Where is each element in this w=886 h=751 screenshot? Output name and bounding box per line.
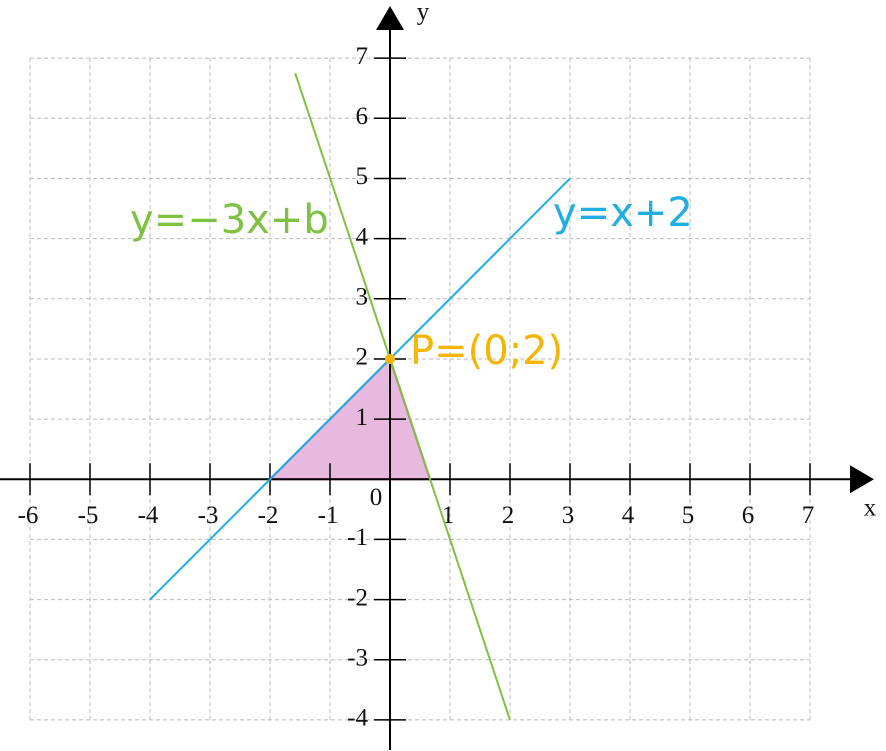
line bbox=[149, 177, 571, 601]
x-tick-label: 3 bbox=[562, 502, 575, 529]
line bbox=[294, 72, 511, 721]
y-tick-label: -4 bbox=[347, 705, 368, 732]
x-axis-label: x bbox=[864, 495, 877, 522]
y-tick-label: 5 bbox=[356, 163, 369, 190]
x-tick-label: -6 bbox=[18, 502, 39, 529]
x-tick-label: -1 bbox=[318, 502, 339, 529]
y-tick-label: 4 bbox=[356, 223, 369, 250]
y-axis-arrow bbox=[376, 6, 404, 30]
x-tick-label: -3 bbox=[198, 502, 219, 529]
y-tick-label: 1 bbox=[356, 404, 369, 431]
x-tick-label: 7 bbox=[802, 502, 815, 529]
x-tick-label: 5 bbox=[682, 502, 695, 529]
y-tick-label: 7 bbox=[356, 43, 369, 70]
line-label: y=x+2 bbox=[553, 190, 693, 236]
x-tick-label: 4 bbox=[622, 502, 635, 529]
point-label: P=(0;2) bbox=[410, 328, 563, 374]
x-tick-label: -2 bbox=[258, 502, 279, 529]
y-tick-label: 6 bbox=[356, 103, 369, 130]
shaded-triangle bbox=[267, 357, 432, 481]
x-tick-label: 1 bbox=[442, 502, 455, 529]
y-axis-label: y bbox=[417, 0, 430, 26]
line-label: y=−3x+b bbox=[130, 197, 329, 243]
x-tick-label: 6 bbox=[742, 502, 755, 529]
point bbox=[385, 353, 395, 364]
x-tick-label: 2 bbox=[502, 502, 515, 529]
x-tick-label: -4 bbox=[138, 502, 159, 529]
origin-label: 0 bbox=[370, 484, 383, 511]
y-tick-label: -1 bbox=[347, 524, 368, 551]
x-axis-arrow bbox=[850, 465, 874, 494]
x-tick-label: -5 bbox=[78, 502, 99, 529]
y-tick-label: 3 bbox=[356, 284, 369, 311]
y-tick-label: -3 bbox=[347, 644, 368, 671]
y-tick-label: -2 bbox=[347, 584, 368, 611]
y-tick-label: 2 bbox=[356, 344, 369, 371]
